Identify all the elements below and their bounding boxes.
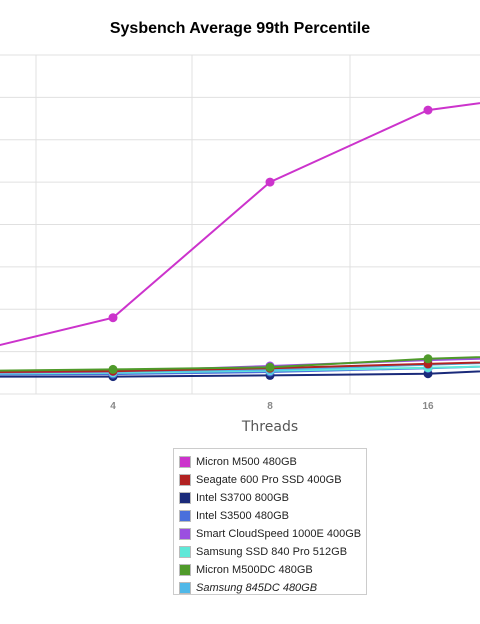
legend-item: Intel S3500 480GB: [174, 507, 366, 525]
data-point: [265, 177, 275, 187]
legend-item: Micron M500DC 480GB: [174, 561, 366, 579]
legend-label: Micron M500 480GB: [196, 456, 297, 468]
legend-swatch: [179, 528, 191, 540]
x-axis-label: Threads: [241, 419, 299, 435]
legend-label: Micron M500DC 480GB: [196, 564, 313, 576]
series-line: [0, 102, 480, 347]
data-points: [108, 105, 433, 382]
legend-label: Intel S3500 480GB: [196, 510, 289, 522]
legend-item: Micron M500 480GB: [174, 453, 366, 471]
legend-label: Seagate 600 Pro SSD 400GB: [196, 474, 342, 486]
data-point: [108, 364, 118, 374]
grid-lines: [0, 54, 480, 395]
legend-swatch: [179, 510, 191, 522]
chart-title: Sysbench Average 99th Percentile: [109, 20, 371, 37]
line-chart: 4 8 16: [0, 54, 480, 412]
legend-swatch: [179, 474, 191, 486]
legend-swatch: [179, 582, 191, 594]
legend-label: Samsung 845DC 480GB: [196, 582, 318, 594]
x-tick-label: 8: [267, 401, 273, 412]
legend-swatch: [179, 546, 191, 558]
data-point: [423, 105, 433, 115]
legend-item: Smart CloudSpeed 1000E 400GB: [174, 525, 366, 543]
legend-swatch: [179, 564, 191, 576]
legend-item: Samsung 845DC 480GB: [174, 579, 366, 597]
x-tick-labels: 4 8 16: [110, 401, 434, 412]
legend-item: Samsung SSD 840 Pro 512GB: [174, 543, 366, 561]
data-point: [108, 313, 118, 323]
legend-label: Samsung SSD 840 Pro 512GB: [196, 546, 348, 558]
legend-item: Seagate 600 Pro SSD 400GB: [174, 471, 366, 489]
series-lines: [0, 102, 480, 378]
legend-label: Smart CloudSpeed 1000E 400GB: [196, 528, 362, 540]
data-point: [423, 354, 433, 364]
legend-swatch: [179, 456, 191, 468]
legend: Micron M500 480GB Seagate 600 Pro SSD 400…: [173, 448, 367, 595]
legend-swatch: [179, 492, 191, 504]
legend-item: Intel S3700 800GB: [174, 489, 366, 507]
legend-label: Intel S3700 800GB: [196, 492, 289, 504]
x-tick-label: 16: [422, 401, 434, 412]
x-tick-label: 4: [110, 401, 116, 412]
data-point: [265, 362, 275, 372]
